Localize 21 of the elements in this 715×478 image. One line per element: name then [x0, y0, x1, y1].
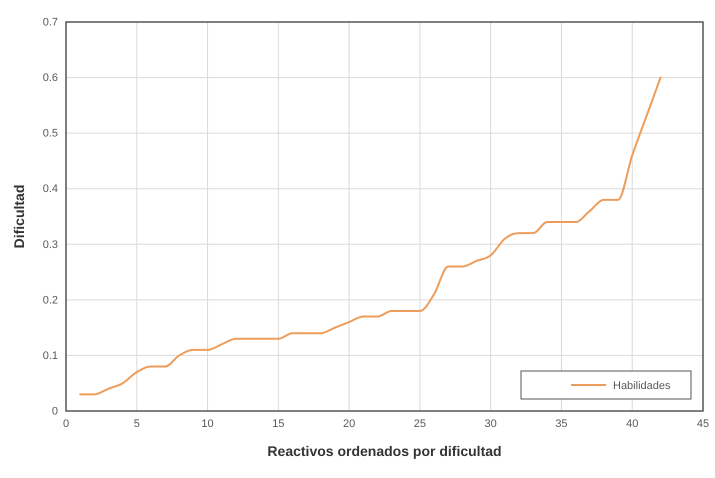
legend-label: Habilidades [613, 380, 671, 392]
x-tick-label: 40 [626, 418, 638, 430]
x-tick-label: 30 [484, 418, 497, 430]
x-tick-label: 20 [342, 418, 356, 430]
y-tick-label: 0.6 [42, 72, 58, 84]
x-axis-title: Reactivos ordenados por dificultad [267, 443, 502, 459]
x-tick-label: 0 [62, 418, 70, 430]
x-tick-label: 15 [272, 418, 284, 430]
x-tick-label: 5 [134, 418, 140, 430]
x-tick-label: 45 [696, 418, 710, 430]
x-tick-label: 25 [414, 418, 426, 430]
y-tick-label: 0.7 [42, 16, 58, 29]
x-tick-label: 10 [201, 418, 214, 430]
y-tick-label: 0.1 [42, 350, 58, 362]
y-tick-label: 0.2 [42, 294, 58, 306]
x-tick-label: 35 [555, 418, 568, 430]
y-tick-label: 0 [52, 406, 58, 418]
y-tick-label: 0.5 [42, 128, 58, 140]
y-tick-label: 0.3 [42, 238, 58, 251]
y-axis-title: Dificultad [11, 184, 27, 248]
y-tick-label: 0.4 [42, 183, 58, 196]
